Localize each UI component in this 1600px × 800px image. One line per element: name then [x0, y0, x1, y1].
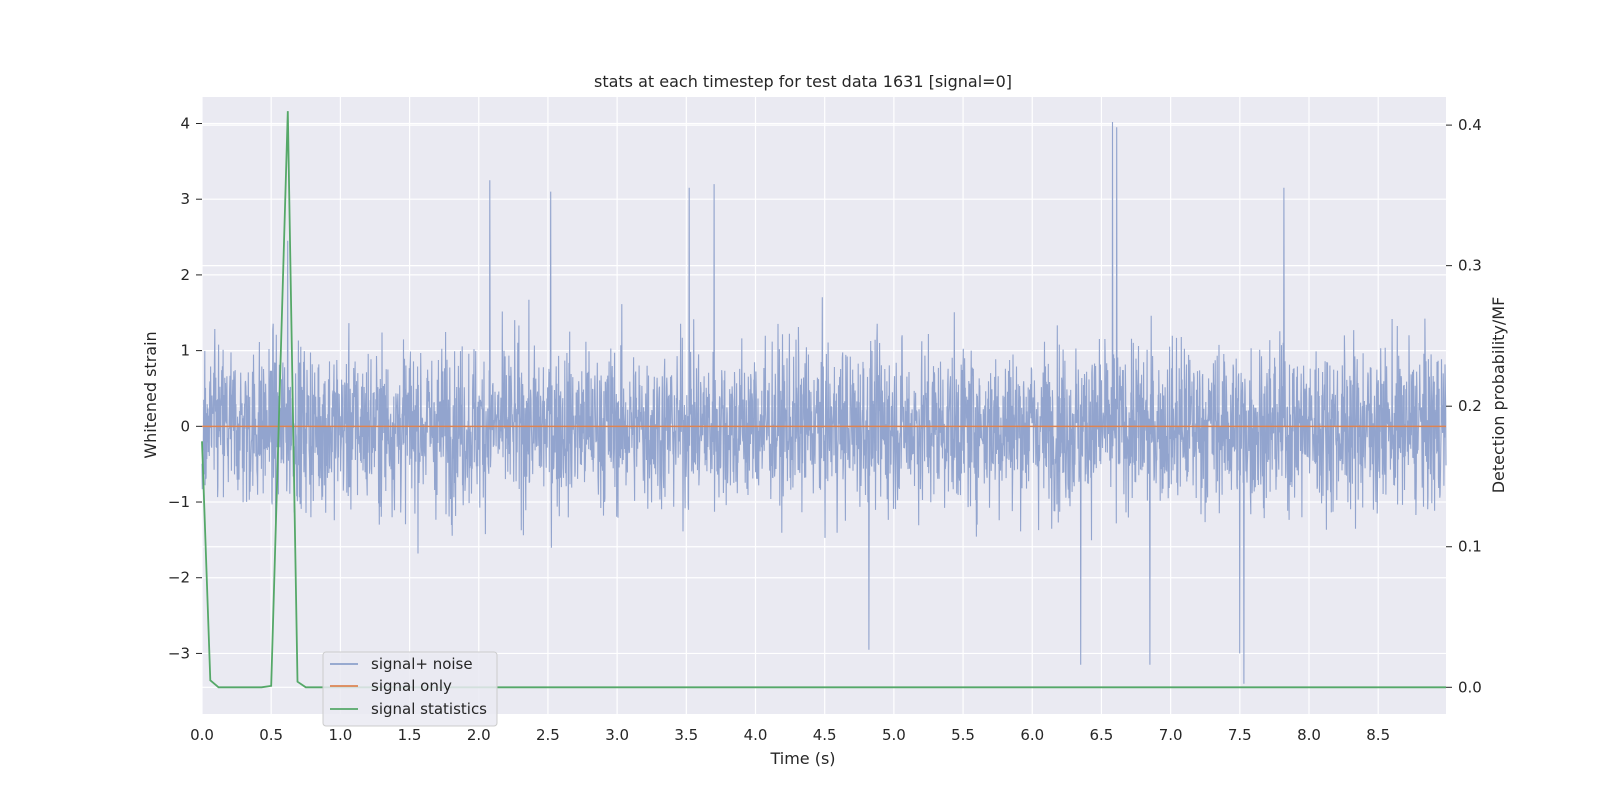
x-axis-label: Time (s)	[769, 749, 835, 768]
y-tick-label-left: 2	[180, 266, 190, 284]
series-signal-noise	[201, 121, 1447, 684]
x-tick-label: 0.5	[259, 726, 283, 744]
legend-label-signal-noise: signal+ noise	[371, 655, 473, 673]
x-tick-label: 8.0	[1297, 726, 1321, 744]
x-tick-label: 5.0	[882, 726, 906, 744]
y-tick-label-right: 0.4	[1458, 116, 1482, 134]
y-tick-label-left: −2	[168, 569, 190, 587]
y-tick-label-right: 0.0	[1458, 678, 1482, 696]
x-tick-label: 6.0	[1020, 726, 1044, 744]
x-tick-label: 1.5	[398, 726, 422, 744]
y-tick-label-right: 0.1	[1458, 538, 1482, 556]
y-tick-label-left: 3	[180, 190, 190, 208]
legend-label-signal-statistics: signal statistics	[371, 700, 487, 718]
series-signal-statistics	[201, 111, 1446, 689]
y-tick-label-left: 1	[180, 342, 190, 360]
x-tick-label: 2.5	[536, 726, 560, 744]
x-tick-label: 7.5	[1228, 726, 1252, 744]
x-tick-label: 4.5	[813, 726, 837, 744]
x-tick-label: 8.5	[1366, 726, 1390, 744]
x-tick-label: 3.5	[674, 726, 698, 744]
y-tick-label-right: 0.2	[1458, 397, 1482, 415]
x-tick-label: 4.0	[744, 726, 768, 744]
y-tick-label-left: 4	[180, 114, 190, 132]
y-axis-label-right: Detection probability/MF	[1489, 297, 1508, 494]
chart-title: stats at each timestep for test data 163…	[594, 72, 1012, 91]
y-tick-label-left: −1	[168, 493, 190, 511]
y-axis-label-left: Whitened strain	[141, 331, 160, 458]
legend: signal+ noise signal only signal statist…	[322, 651, 498, 727]
x-tick-label: 3.0	[605, 726, 629, 744]
y-tick-label-left: −3	[168, 644, 190, 662]
x-tick-label: 0.0	[190, 726, 214, 744]
legend-box	[322, 651, 498, 727]
x-tick-label: 2.0	[467, 726, 491, 744]
y-tick-label-right: 0.3	[1458, 257, 1482, 275]
x-tick-label: 1.0	[328, 726, 352, 744]
y-tick-label-left: 0	[180, 417, 190, 435]
x-tick-label: 5.5	[951, 726, 975, 744]
legend-label-signal-only: signal only	[371, 677, 452, 695]
x-tick-label: 6.5	[1090, 726, 1114, 744]
x-tick-label: 7.0	[1159, 726, 1183, 744]
